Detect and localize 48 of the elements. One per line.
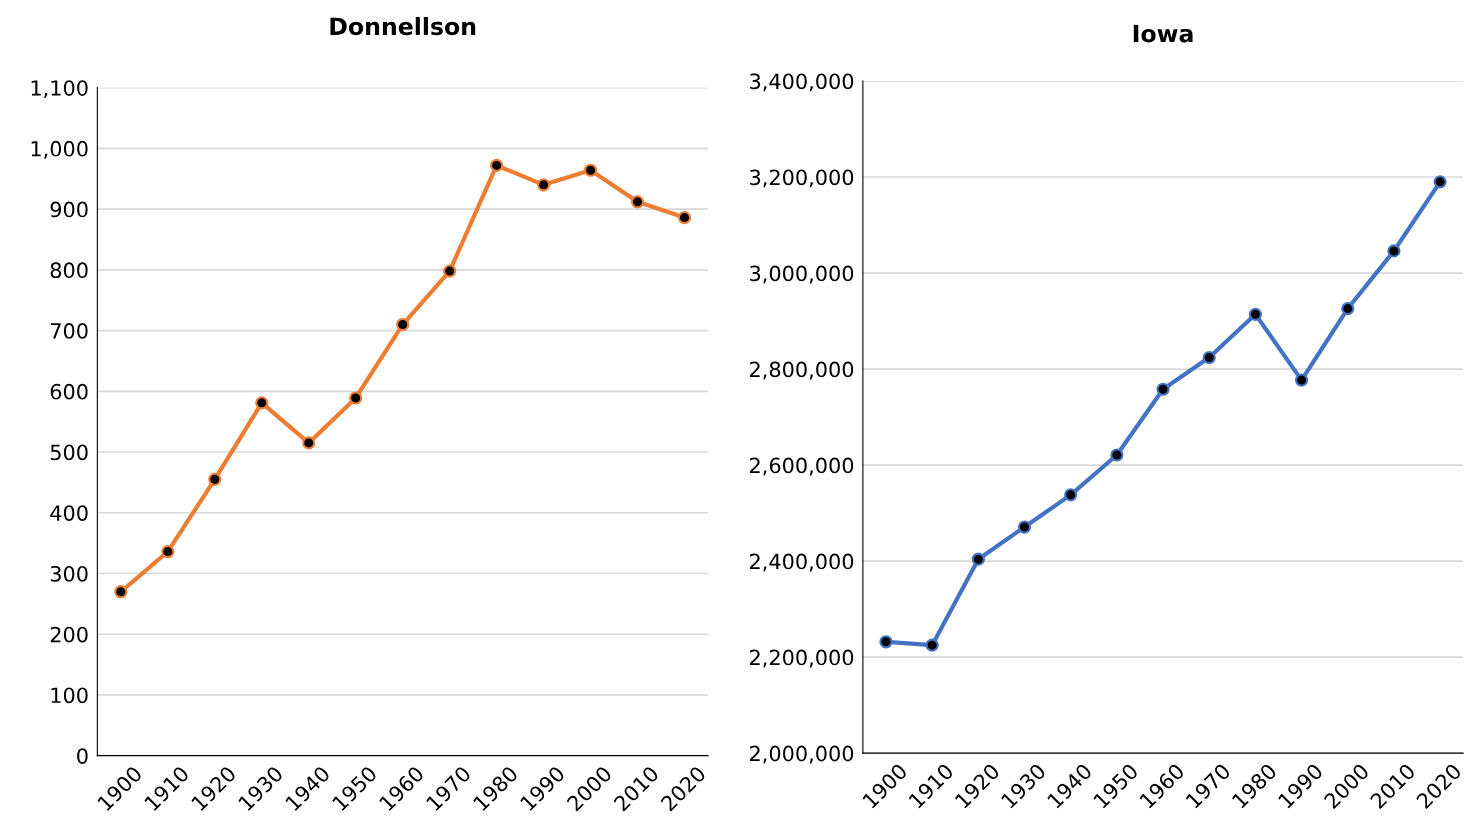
point bbox=[302, 436, 316, 450]
y-tick-label: 700 bbox=[50, 323, 88, 339]
point bbox=[1064, 488, 1078, 502]
y-tick-label: 3,000,000 bbox=[750, 265, 854, 284]
point bbox=[1341, 301, 1355, 316]
chart-title: Iowa bbox=[1133, 24, 1193, 43]
point bbox=[114, 585, 128, 599]
y-tick-label: 300 bbox=[50, 565, 88, 582]
point bbox=[161, 545, 175, 559]
point bbox=[630, 195, 645, 209]
y-tick-label: 500 bbox=[50, 444, 88, 461]
y-tick-label: 800 bbox=[50, 262, 88, 279]
chart-title: Donnellson bbox=[330, 16, 476, 36]
y-tick-label: 0 bbox=[77, 748, 88, 764]
point bbox=[879, 635, 893, 649]
point bbox=[583, 163, 598, 177]
point bbox=[1017, 520, 1032, 534]
y-tick-label: 1,100 bbox=[31, 80, 88, 99]
point bbox=[925, 638, 939, 652]
point bbox=[1202, 350, 1216, 365]
y-tick-label: 900 bbox=[50, 201, 88, 218]
y-tick-label: 600 bbox=[50, 383, 88, 400]
y-tick-label: 2,800,000 bbox=[750, 361, 854, 380]
point bbox=[349, 391, 363, 405]
point bbox=[1387, 244, 1401, 258]
y-tick-label: 2,000,000 bbox=[750, 745, 854, 764]
point bbox=[208, 472, 222, 486]
y-tick-label: 2,400,000 bbox=[750, 553, 854, 572]
point bbox=[1110, 448, 1124, 462]
y-tick-label: 3,200,000 bbox=[750, 169, 854, 188]
point bbox=[396, 317, 410, 332]
y-tick-label: 100 bbox=[51, 687, 88, 704]
point bbox=[1248, 307, 1262, 321]
point bbox=[1433, 175, 1447, 189]
point bbox=[490, 158, 504, 172]
point bbox=[1294, 373, 1309, 387]
point bbox=[1156, 382, 1170, 396]
point bbox=[255, 396, 269, 410]
y-tick-label: 200 bbox=[50, 626, 88, 643]
y-tick-label: 2,600,000 bbox=[750, 457, 854, 476]
y-tick-label: 400 bbox=[50, 505, 88, 521]
point bbox=[537, 178, 551, 192]
point bbox=[971, 552, 985, 566]
point bbox=[443, 264, 457, 278]
y-tick-label: 3,400,000 bbox=[750, 73, 854, 92]
y-tick-label: 2,200,000 bbox=[750, 649, 854, 668]
point bbox=[677, 211, 692, 225]
y-tick-label: 1,000 bbox=[31, 140, 88, 159]
